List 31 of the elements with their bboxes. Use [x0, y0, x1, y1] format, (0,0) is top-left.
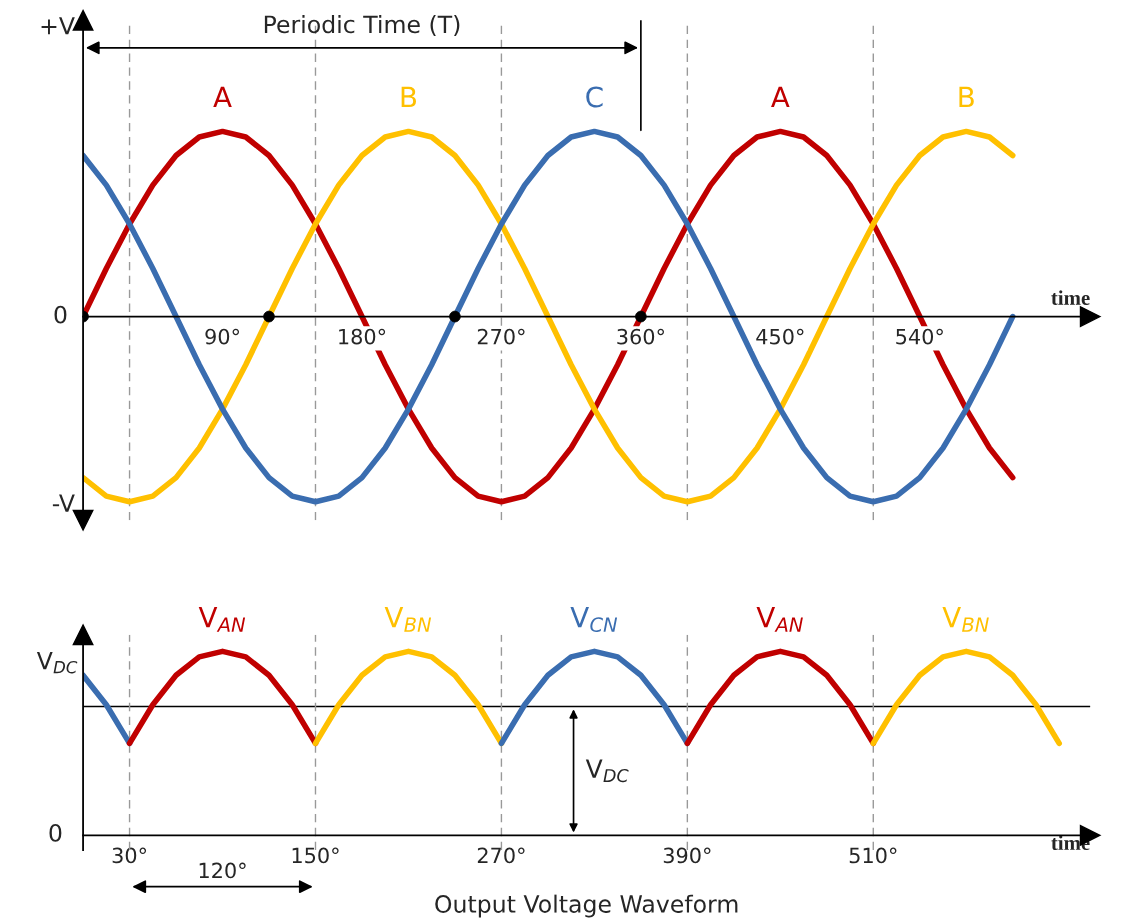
- text: 120°: [199, 862, 246, 879]
- text: 0: [54, 305, 67, 324]
- x-tick-label: 270°: [477, 847, 525, 864]
- text: A: [771, 86, 790, 108]
- series-label: A: [213, 86, 232, 108]
- series-label: B: [401, 86, 417, 108]
- x-tick-label: 360°: [617, 328, 664, 345]
- ref-line-label: V$_{DC}$: [585, 759, 629, 783]
- text: 0: [49, 824, 62, 842]
- series-label: V$_{BN}$: [384, 606, 432, 632]
- series-label: V$_{AN}$: [198, 606, 246, 632]
- series-label: V$_{BN}$: [942, 606, 989, 632]
- text: Output Voltage Waveform: [435, 894, 738, 918]
- x-tick-label: 270°: [477, 328, 525, 345]
- x-tick-label: 90°: [205, 328, 239, 345]
- series-label: C: [586, 86, 603, 108]
- text: B: [959, 86, 974, 108]
- text: -V: [52, 494, 75, 512]
- x-tick-label: 510°: [849, 847, 897, 864]
- x-axis-title: time: [1051, 290, 1090, 305]
- text: V$_{DC}$: [36, 652, 78, 674]
- x-tick-label: 150°: [292, 847, 339, 864]
- x-tick-label: 30°: [112, 847, 147, 864]
- text: Periodic Time (T): [264, 14, 460, 37]
- x-tick-label: 450°: [756, 328, 804, 345]
- series-label: V$_{CN}$: [570, 606, 618, 632]
- text: +V: [41, 17, 75, 35]
- x-tick-label: 180°: [339, 328, 386, 345]
- series-label: V$_{AN}$: [756, 606, 803, 632]
- x-tick-label: 390°: [663, 847, 711, 864]
- x-tick-label: 540°: [896, 328, 943, 345]
